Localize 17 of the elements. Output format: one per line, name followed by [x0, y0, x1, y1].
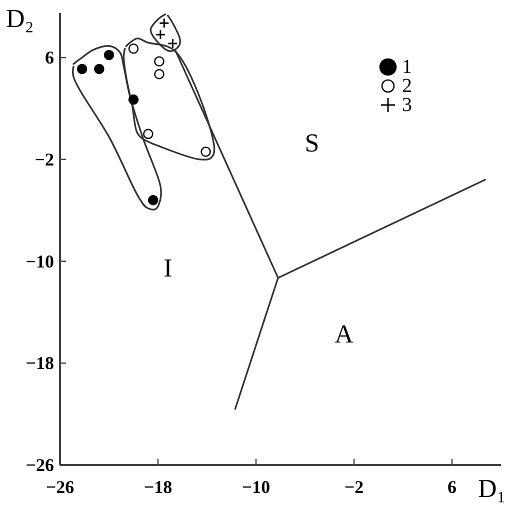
annotation: I	[164, 254, 172, 282]
y-tick-label: −26	[26, 455, 54, 475]
annotation: S	[304, 128, 320, 158]
annotation: A	[334, 320, 354, 348]
x-tick-label: −2	[344, 477, 364, 497]
y-tick-label: −18	[26, 353, 54, 374]
x-tick-label: −18	[144, 477, 172, 497]
y-tick-label: −10	[26, 251, 54, 272]
x-tick-label: 6	[448, 477, 456, 497]
y-axis-title: D₂	[6, 4, 34, 33]
legend-label: 2	[402, 75, 412, 97]
legend-label: 1	[402, 56, 412, 78]
y-tick-label: 6	[45, 48, 54, 68]
x-tick-label: −10	[242, 477, 270, 497]
x-axis-title: D₁	[478, 474, 506, 503]
y-tick-label: −2	[34, 149, 54, 170]
legend-label: 3	[402, 94, 412, 116]
